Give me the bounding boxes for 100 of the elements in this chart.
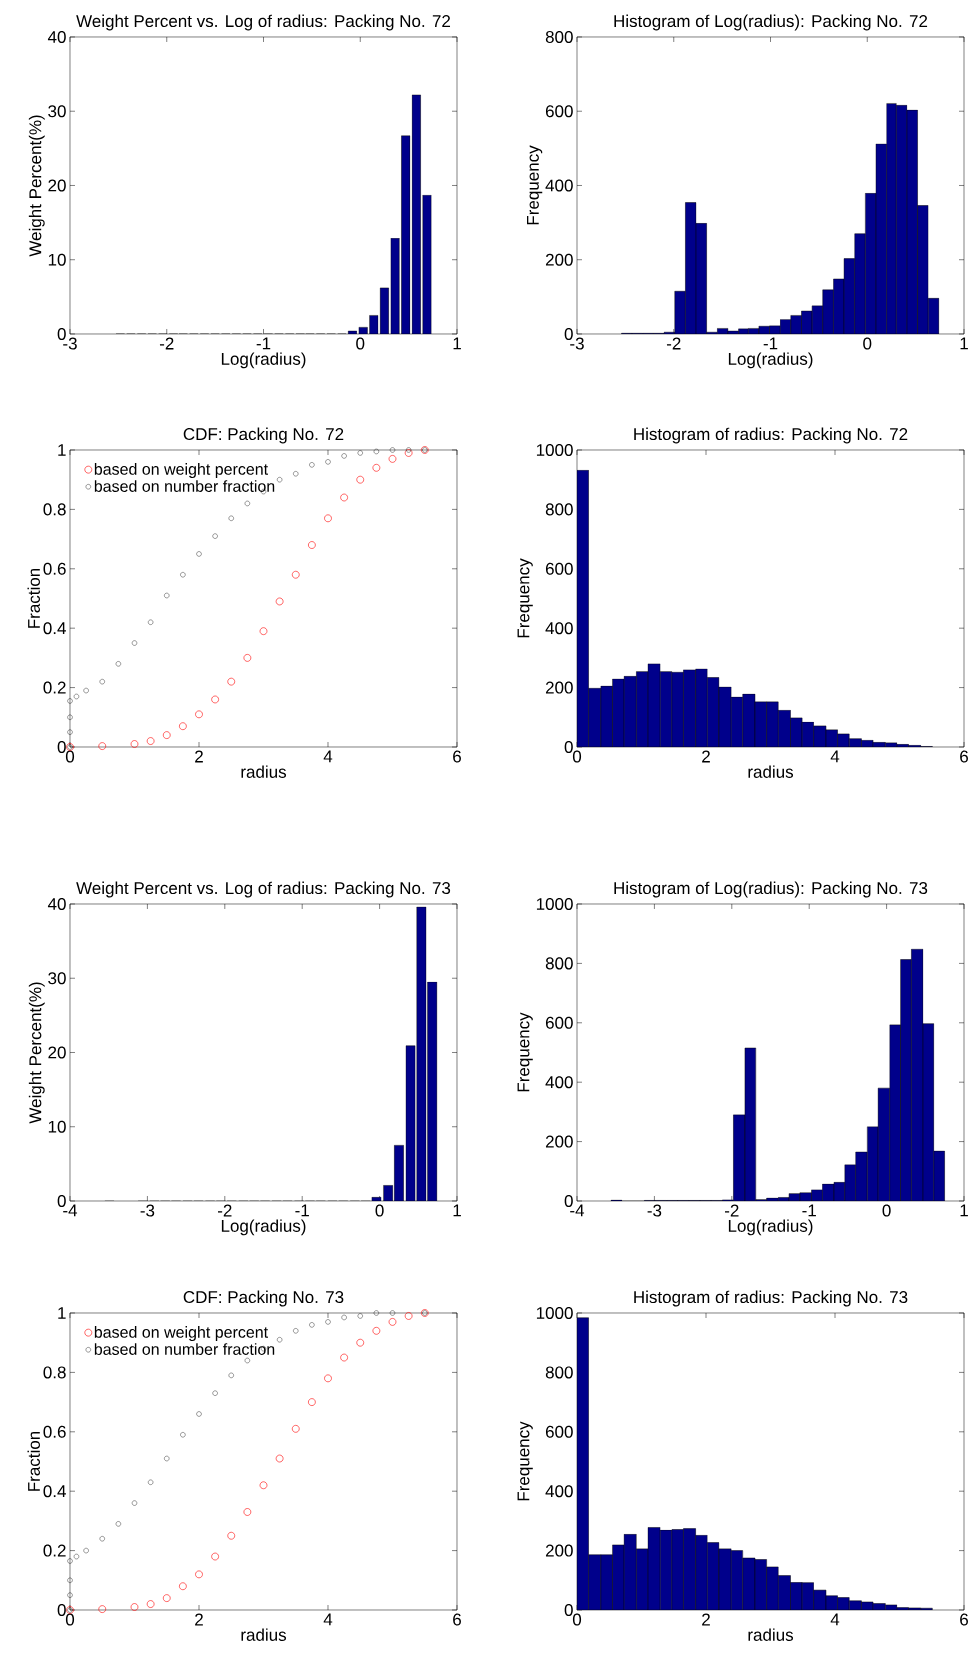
point <box>130 740 139 748</box>
legend-label: based on number fraction <box>94 1343 275 1355</box>
point <box>131 640 138 646</box>
point <box>164 1455 170 1462</box>
point <box>277 1337 283 1343</box>
x-tick-label: 0 <box>572 750 582 763</box>
point <box>196 551 202 557</box>
y-tick-label: 20 <box>48 1046 66 1059</box>
y-tick-label: 200 <box>545 681 573 694</box>
point <box>341 453 347 459</box>
point <box>73 1553 80 1560</box>
y-tick-label: 400 <box>545 622 573 635</box>
point <box>309 1322 315 1328</box>
x-axis-title: radius <box>241 1628 287 1641</box>
point <box>244 1357 250 1364</box>
chart-title: Histogram of Log(radius): Packing No. 72 <box>614 14 928 31</box>
x-tick-label: 1 <box>453 337 461 350</box>
point <box>130 1603 139 1611</box>
x-tick-label: 0 <box>375 1204 384 1217</box>
y-tick-label: 1 <box>58 1307 66 1319</box>
point <box>99 679 105 685</box>
point <box>83 687 89 694</box>
point <box>389 1310 396 1316</box>
y-tick-label: 600 <box>545 1016 573 1029</box>
x-tick-label: 4 <box>323 1613 333 1626</box>
x-tick-label: -2 <box>217 1204 232 1217</box>
chart-title: Histogram of radius: Packing No. 73 <box>634 1290 908 1307</box>
y-tick-label: 1000 <box>536 443 573 457</box>
x-tick-label: 1 <box>960 1204 968 1217</box>
x-tick-label: 2 <box>702 750 710 763</box>
point <box>227 1531 236 1540</box>
point <box>308 541 316 549</box>
point <box>115 1521 121 1527</box>
y-tick-label: 800 <box>545 503 573 516</box>
point <box>98 742 107 750</box>
point <box>67 729 73 735</box>
point <box>146 1600 155 1608</box>
x-tick-label: 4 <box>830 750 840 763</box>
point <box>275 597 284 606</box>
y-tick-label: 10 <box>48 253 66 266</box>
y-tick-label: 30 <box>48 972 66 985</box>
y-axis-title: Fraction <box>27 568 40 628</box>
point <box>98 1605 107 1613</box>
y-tick-label: 10 <box>48 1120 66 1133</box>
point <box>148 619 154 625</box>
x-tick-label: -1 <box>256 337 271 350</box>
point <box>325 1319 331 1325</box>
point <box>195 710 203 719</box>
y-axis-title: Frequency <box>517 558 533 638</box>
x-tick-label: 2 <box>195 1613 203 1626</box>
x-tick-label: -2 <box>666 337 681 350</box>
x-tick-label: -3 <box>140 1204 155 1217</box>
y-tick-label: 600 <box>545 562 573 575</box>
point <box>67 1577 73 1583</box>
point <box>340 493 348 502</box>
y-tick-label: 1000 <box>536 1306 573 1320</box>
legend-label: based on weight percent <box>94 463 268 479</box>
x-tick-label: 1 <box>960 337 968 350</box>
x-tick-label: -1 <box>802 1204 816 1217</box>
y-tick-label: 20 <box>48 179 66 192</box>
y-tick-label: 30 <box>48 105 66 118</box>
y-tick-label: 600 <box>545 1425 573 1438</box>
legend-label: based on number fraction <box>94 480 275 492</box>
point <box>291 1425 300 1433</box>
y-tick-label: 800 <box>545 957 573 970</box>
y-tick-label: 200 <box>545 1135 573 1148</box>
point <box>293 1328 299 1334</box>
point <box>244 500 250 507</box>
y-tick-label: 40 <box>47 30 66 44</box>
y-tick-label: 800 <box>545 30 573 44</box>
point <box>372 1327 381 1335</box>
y-tick-label: 0.4 <box>43 1485 66 1498</box>
point <box>341 1314 347 1321</box>
x-axis-title: Log(radius) <box>728 1219 813 1236</box>
point <box>67 698 73 704</box>
y-tick-label: 1 <box>58 444 66 456</box>
point <box>324 1374 332 1383</box>
point <box>227 677 236 686</box>
x-tick-label: 2 <box>195 750 203 763</box>
point <box>180 572 186 578</box>
x-tick-label: 2 <box>702 1613 710 1626</box>
point <box>83 1548 89 1554</box>
point <box>340 1353 348 1362</box>
point <box>357 450 363 456</box>
y-tick-label: 200 <box>545 253 573 266</box>
point <box>196 1411 202 1417</box>
y-tick-label: 0 <box>57 1603 66 1617</box>
point <box>146 737 155 745</box>
x-axis-title: Log(radius) <box>221 1219 306 1236</box>
point <box>148 1479 154 1485</box>
x-tick-label: -2 <box>159 337 174 350</box>
point <box>309 462 315 468</box>
point <box>67 1592 73 1598</box>
chart-title: CDF: Packing No. 72 <box>183 427 344 444</box>
y-tick-label: 40 <box>47 897 66 911</box>
x-axis-title: Log(radius) <box>728 352 813 369</box>
y-tick-label: 600 <box>545 105 573 118</box>
y-tick-label: 0.6 <box>43 562 66 575</box>
point <box>277 477 283 483</box>
point <box>180 1432 186 1438</box>
